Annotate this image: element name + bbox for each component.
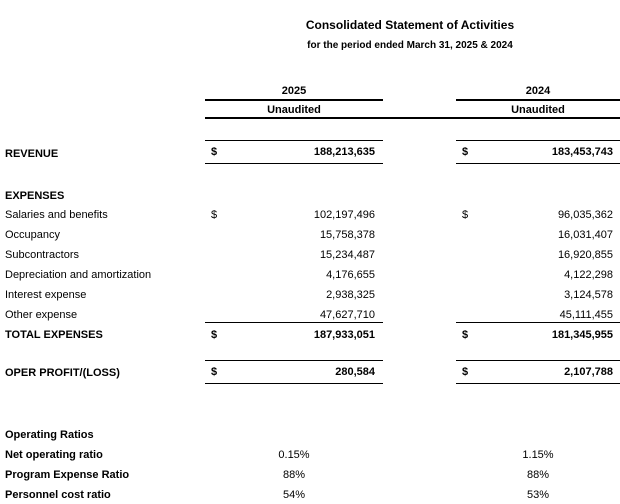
currency-symbol: $ (211, 366, 218, 378)
ratios-section-header: Operating Ratios (0, 425, 620, 445)
expense-value-2025: 2,938,325 (205, 285, 383, 305)
amount: 47,627,710 (319, 309, 375, 321)
expense-row-salaries: Salaries and benefits $ 102,197,496 $ 96… (0, 205, 620, 225)
ratio-value-2024: 88% (526, 469, 550, 481)
expense-label: Salaries and benefits (5, 209, 108, 221)
expense-value-2025: 15,234,487 (205, 245, 383, 265)
ratio-row-personnel-cost: Personnel cost ratio 54% 53% (0, 485, 620, 504)
ratio-value-2025: 54% (282, 489, 306, 501)
amount: 4,176,655 (326, 269, 375, 281)
ratio-label: Net operating ratio (5, 449, 103, 461)
expense-label: Other expense (5, 309, 78, 321)
currency-symbol: $ (462, 146, 469, 158)
ratio-label: Personnel cost ratio (5, 489, 111, 501)
expense-row-depreciation: Depreciation and amortization 4,176,655 … (0, 265, 620, 285)
profit-amount-2025: 280,584 (335, 366, 375, 378)
expense-label: Depreciation and amortization (5, 269, 152, 281)
ratio-value-2025: 88% (282, 469, 306, 481)
expense-row-subcontractors: Subcontractors 15,234,487 16,920,855 (0, 245, 620, 265)
amount: 187,933,051 (313, 329, 375, 341)
profit-value-2024: $ 2,107,788 (456, 360, 620, 384)
expense-label: Interest expense (5, 289, 87, 301)
revenue-amount-2025: 188,213,635 (313, 146, 375, 158)
amount: 4,122,298 (564, 269, 613, 281)
currency-symbol: $ (211, 329, 218, 341)
amount: 102,197,496 (313, 209, 375, 221)
amount: 3,124,578 (564, 289, 613, 301)
profit-amount-2024: 2,107,788 (564, 366, 613, 378)
amount: 16,920,855 (557, 249, 613, 261)
profit-value-2025: $ 280,584 (205, 360, 383, 384)
column-header-year-2025: 2025 (281, 85, 307, 97)
expense-value-2025: 4,176,655 (205, 265, 383, 285)
expense-value-2024: $ 96,035,362 (456, 205, 620, 225)
expense-label: Subcontractors (5, 249, 79, 261)
amount: 15,234,487 (319, 249, 375, 261)
expense-value-2025: $ 102,197,496 (205, 205, 383, 225)
ratios-section-label: Operating Ratios (5, 429, 94, 441)
expense-label: Occupancy (5, 229, 61, 241)
expense-row-other: Other expense 47,627,710 45,111,455 (0, 305, 620, 325)
revenue-label: REVENUE (5, 148, 59, 160)
subtotal-rule-2025 (205, 322, 383, 323)
column-header-year-2024: 2024 (525, 85, 551, 97)
currency-symbol: $ (211, 209, 218, 221)
currency-symbol: $ (462, 366, 469, 378)
revenue-row: REVENUE (0, 144, 620, 164)
header-underline-2024 (456, 99, 620, 101)
ratio-row-program-expense: Program Expense Ratio 88% 88% (0, 465, 620, 485)
expense-value-2024: 16,920,855 (456, 245, 620, 265)
expense-value-2024: 16,031,407 (456, 225, 620, 245)
ratio-value-2025: 0.15% (278, 449, 310, 461)
amount: 181,345,955 (551, 329, 613, 341)
revenue-value-2025: $ 188,213,635 (205, 140, 383, 164)
amount: 45,111,455 (559, 309, 613, 321)
currency-symbol: $ (462, 209, 469, 221)
expense-value-2025: 47,627,710 (205, 305, 383, 325)
page-title: Consolidated Statement of Activities (305, 18, 515, 32)
currency-symbol: $ (211, 146, 218, 158)
expense-row-interest: Interest expense 2,938,325 3,124,578 (0, 285, 620, 305)
amount: 2,938,325 (326, 289, 375, 301)
amount: 15,758,378 (319, 229, 375, 241)
profit-row: OPER PROFIT/(LOSS) (0, 363, 620, 383)
expenses-section-label: EXPENSES (5, 190, 65, 202)
total-expenses-row: TOTAL EXPENSES $ 187,933,051 $ 181,345,9… (0, 325, 620, 345)
expenses-section-header: EXPENSES (0, 186, 620, 206)
profit-label: OPER PROFIT/(LOSS) (5, 367, 120, 379)
currency-symbol: $ (462, 329, 469, 341)
expense-value-2024: 3,124,578 (456, 285, 620, 305)
header-underline-2025 (205, 99, 383, 101)
expense-value-2025: 15,758,378 (205, 225, 383, 245)
expense-value-2024: 4,122,298 (456, 265, 620, 285)
ratio-label: Program Expense Ratio (5, 469, 130, 481)
revenue-value-2024: $ 183,453,743 (456, 140, 620, 164)
column-header-status-2025: Unaudited (267, 104, 321, 116)
status-underline (205, 117, 620, 119)
amount: 16,031,407 (557, 229, 613, 241)
revenue-amount-2024: 183,453,743 (551, 146, 613, 158)
subtotal-rule-2024 (456, 322, 620, 323)
ratio-row-net-operating: Net operating ratio 0.15% 1.15% (0, 445, 620, 465)
column-header-status-2024: Unaudited (511, 104, 565, 116)
total-expenses-label: TOTAL EXPENSES (5, 329, 103, 341)
page-subtitle: for the period ended March 31, 2025 & 20… (307, 40, 513, 51)
ratio-value-2024: 53% (526, 489, 550, 501)
total-expenses-value-2024: $ 181,345,955 (456, 325, 620, 345)
expense-value-2024: 45,111,455 (456, 305, 620, 325)
amount: 96,035,362 (557, 209, 613, 221)
total-expenses-value-2025: $ 187,933,051 (205, 325, 383, 345)
expense-row-occupancy: Occupancy 15,758,378 16,031,407 (0, 225, 620, 245)
ratio-value-2024: 1.15% (522, 449, 554, 461)
